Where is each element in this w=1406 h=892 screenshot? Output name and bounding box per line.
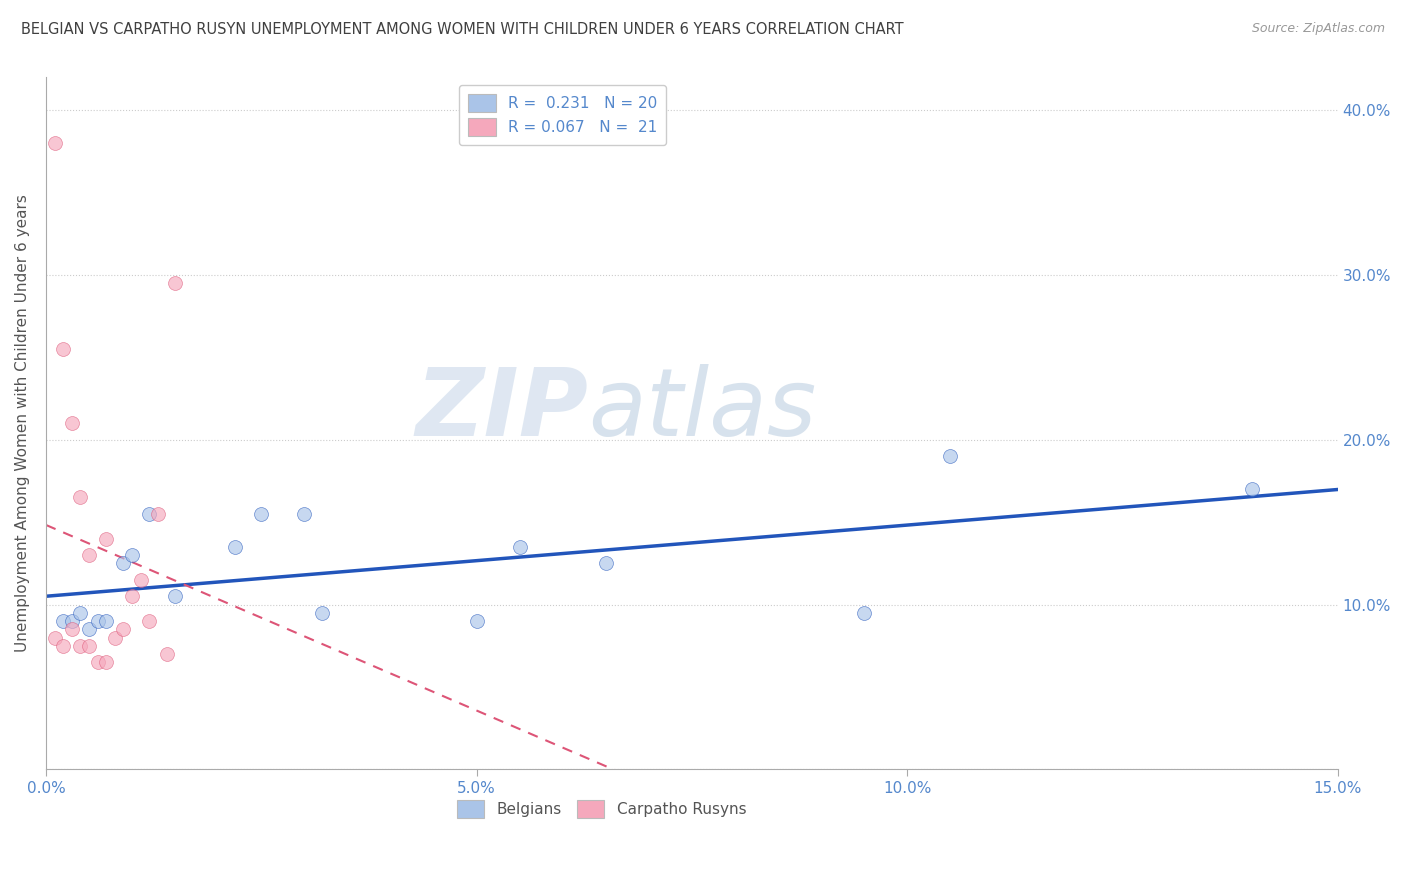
Point <box>224 540 246 554</box>
Point <box>86 655 108 669</box>
Point <box>77 548 100 562</box>
Point <box>138 507 160 521</box>
Point <box>250 507 273 521</box>
Point <box>939 450 962 464</box>
Text: atlas: atlas <box>589 364 817 455</box>
Point <box>44 631 66 645</box>
Point <box>146 507 169 521</box>
Point <box>52 639 75 653</box>
Point <box>69 491 91 505</box>
Point <box>96 532 118 546</box>
Point <box>1240 483 1263 497</box>
Point <box>60 614 83 628</box>
Point <box>77 622 100 636</box>
Text: Source: ZipAtlas.com: Source: ZipAtlas.com <box>1251 22 1385 36</box>
Point <box>165 277 187 291</box>
Point <box>60 417 83 431</box>
Point <box>77 639 100 653</box>
Point <box>86 614 108 628</box>
Point <box>96 614 118 628</box>
Point <box>104 631 127 645</box>
Point <box>69 606 91 620</box>
Point <box>96 655 118 669</box>
Point <box>60 622 83 636</box>
Point <box>853 606 876 620</box>
Point <box>155 647 177 661</box>
Point <box>52 343 75 357</box>
Point <box>121 548 143 562</box>
Point <box>311 606 333 620</box>
Point <box>509 540 531 554</box>
Point <box>112 557 135 571</box>
Text: ZIP: ZIP <box>416 364 589 456</box>
Point <box>595 557 617 571</box>
Point <box>292 507 315 521</box>
Point <box>69 639 91 653</box>
Point <box>121 590 143 604</box>
Point <box>52 614 75 628</box>
Point <box>138 614 160 628</box>
Point <box>44 136 66 151</box>
Point <box>129 573 152 587</box>
Point <box>465 614 488 628</box>
Y-axis label: Unemployment Among Women with Children Under 6 years: Unemployment Among Women with Children U… <box>15 194 30 652</box>
Point <box>165 590 187 604</box>
Legend: Belgians, Carpatho Rusyns: Belgians, Carpatho Rusyns <box>450 794 752 824</box>
Point <box>112 622 135 636</box>
Text: BELGIAN VS CARPATHO RUSYN UNEMPLOYMENT AMONG WOMEN WITH CHILDREN UNDER 6 YEARS C: BELGIAN VS CARPATHO RUSYN UNEMPLOYMENT A… <box>21 22 904 37</box>
